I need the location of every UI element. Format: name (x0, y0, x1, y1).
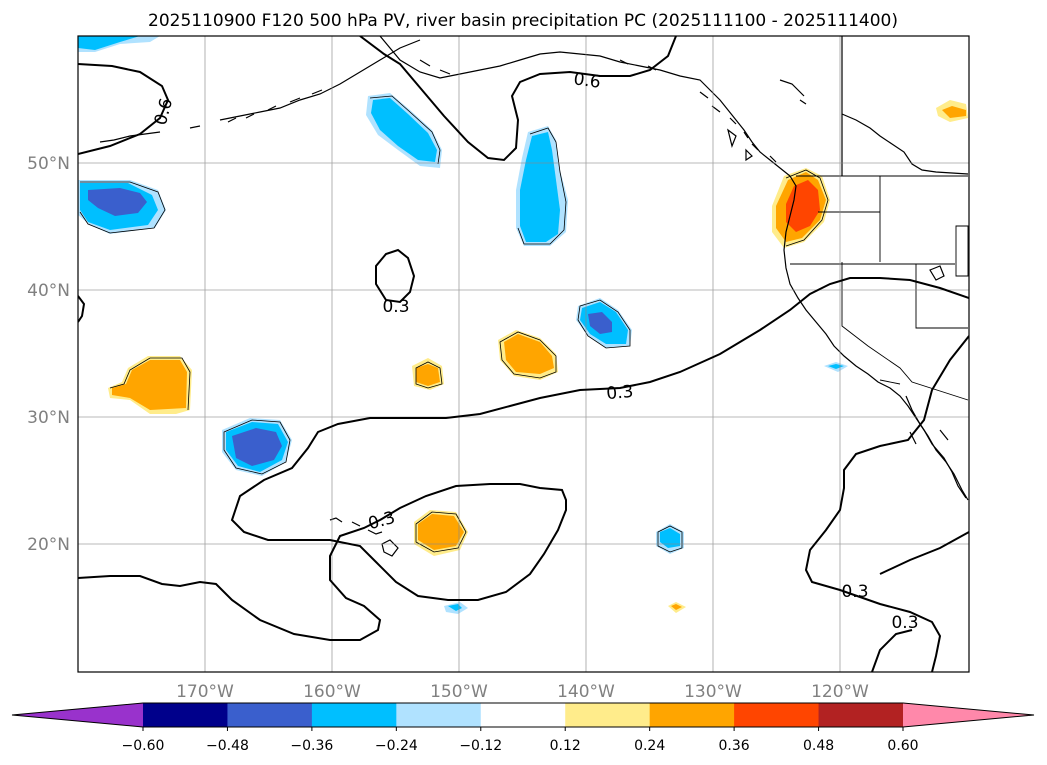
colorbar-tick-label: −0.48 (206, 738, 249, 754)
latitude-axis: 50°N 40°N 30°N 20°N (27, 154, 70, 555)
colorbar-segment (734, 703, 820, 727)
colorbar-tick-label: 0.60 (887, 738, 918, 754)
longitude-label: 120°W (811, 682, 869, 702)
colorbar-segment (649, 703, 735, 727)
latitude-label: 40°N (27, 281, 70, 301)
colorbar-segment (396, 703, 482, 727)
latitude-label: 50°N (27, 154, 70, 174)
colorbar-tick-label: 0.48 (803, 738, 834, 754)
gridlines (78, 36, 969, 672)
political-borders (790, 175, 969, 401)
fill-outlines (79, 95, 829, 553)
contour-label: 0.3 (841, 582, 868, 602)
colorbar-tick-label: 0.24 (634, 738, 665, 754)
colorbar-tick-label: −0.60 (122, 738, 165, 754)
longitude-label: 170°W (176, 682, 234, 702)
map-title: 2025110900 F120 500 hPa PV, river basin … (148, 11, 898, 31)
colorbar-segments (12, 703, 1034, 727)
colorbar-tick-label: −0.12 (459, 738, 502, 754)
colorbar-tick-label: 0.12 (550, 738, 581, 754)
colorbar-segment (311, 703, 397, 727)
colorbar-segment (480, 703, 566, 727)
colorbar-extend-low (12, 703, 143, 727)
colorbar-segment (565, 703, 651, 727)
colorbar-tick-label: −0.24 (375, 738, 418, 754)
contour-label-group: 0.6 0.6 0.3 0.3 0.3 0.3 0.3 (151, 69, 919, 633)
colorbar-outline (11, 702, 1035, 728)
contour-label: 0.3 (891, 613, 918, 633)
colorbar: −0.60 −0.48 −0.36 −0.24 −0.12 0.12 0.24 0.36 0.4… (11, 702, 1035, 754)
pv-contours (78, 36, 969, 672)
colorbar-ticks: −0.60 −0.48 −0.36 −0.24 −0.12 0.12 0.24 0.36 0.4… (122, 727, 919, 754)
contour-label: 0.6 (572, 69, 602, 93)
longitude-label: 150°W (430, 682, 488, 702)
colorbar-extend-high (903, 703, 1034, 727)
longitude-label: 140°W (557, 682, 615, 702)
map-frame (77, 35, 970, 673)
longitude-label: 160°W (303, 682, 361, 702)
colorbar-segment (227, 703, 313, 727)
latitude-label: 20°N (27, 535, 70, 555)
colorbar-segment (143, 703, 228, 727)
longitude-label: 130°W (684, 682, 742, 702)
contour-label: 0.3 (382, 297, 409, 317)
precipitation-fills (78, 36, 968, 614)
contour-label: 0.3 (606, 382, 635, 404)
colorbar-tick-label: −0.36 (290, 738, 333, 754)
latitude-label: 30°N (27, 408, 70, 428)
coastlines (99, 36, 969, 557)
colorbar-tick-label: 0.36 (719, 738, 750, 754)
colorbar-segment (818, 703, 904, 727)
longitude-axis: 170°W 160°W 150°W 140°W 130°W 120°W (176, 682, 869, 702)
